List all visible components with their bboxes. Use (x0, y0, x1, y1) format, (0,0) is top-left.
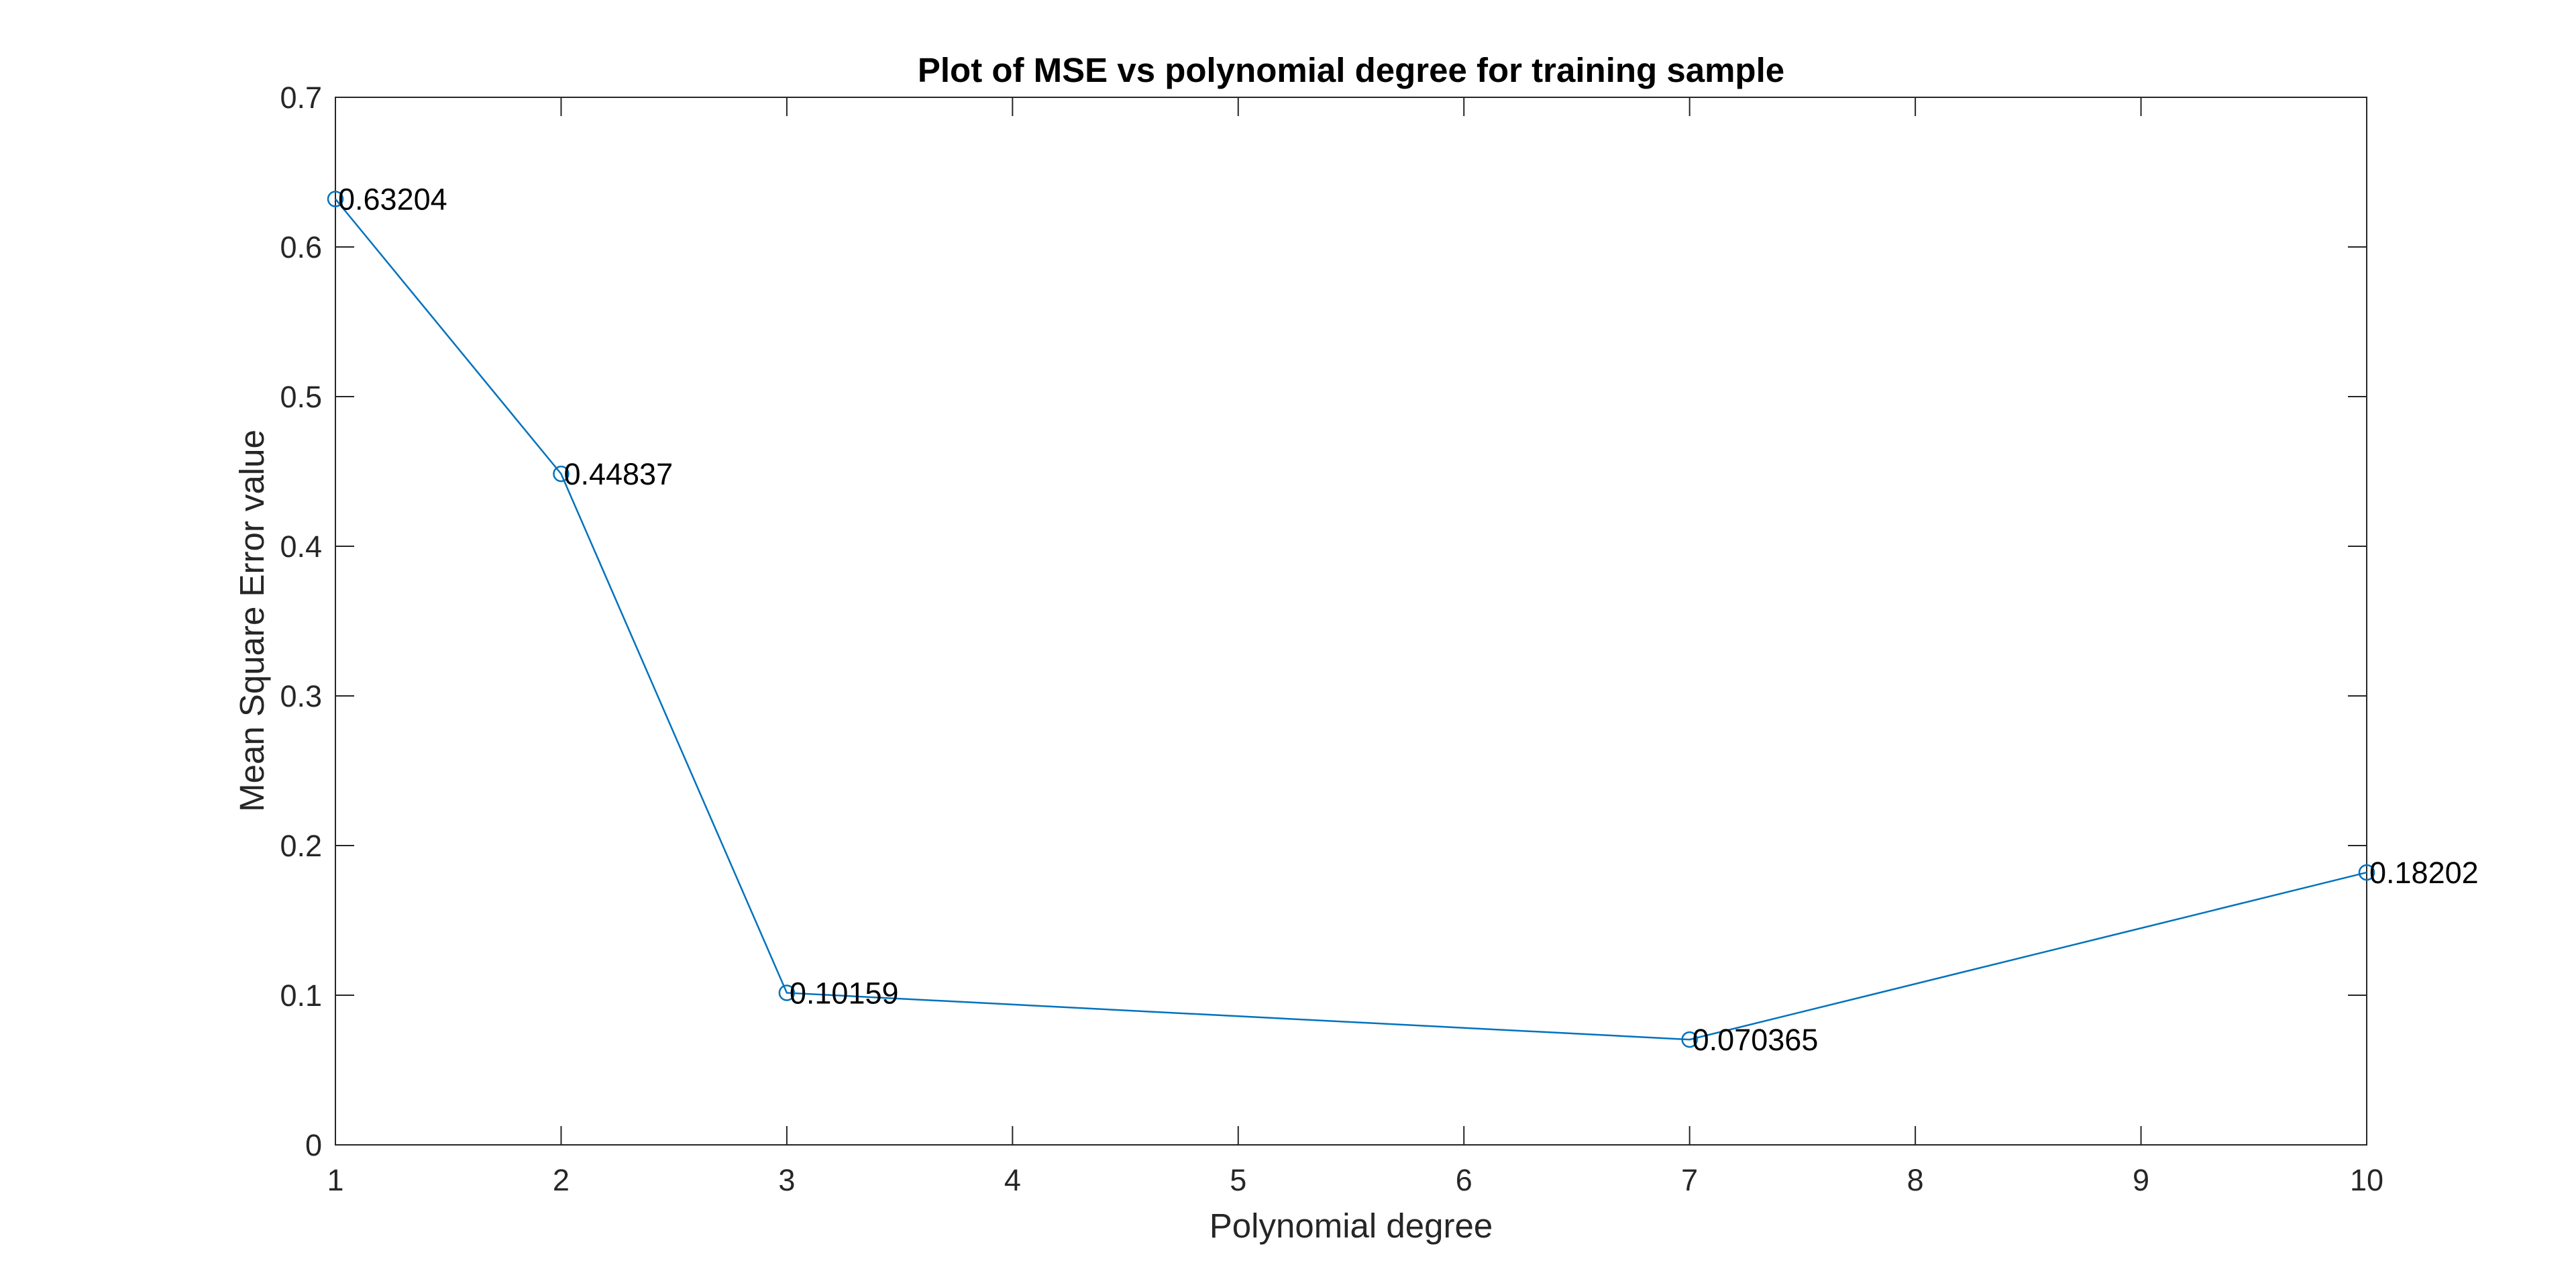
x-tick-label: 4 (1004, 1163, 1021, 1197)
y-tick-label: 0.4 (280, 529, 322, 564)
x-tick-label: 7 (1681, 1163, 1698, 1197)
data-label: 0.18202 (2369, 856, 2479, 890)
y-tick-label: 0.2 (280, 829, 322, 863)
y-axis-label: Mean Square Error value (233, 429, 271, 812)
x-tick-label: 6 (1456, 1163, 1472, 1197)
data-label: 0.44837 (564, 457, 673, 491)
x-tick-label: 5 (1230, 1163, 1246, 1197)
y-tick-label: 0.1 (280, 978, 322, 1013)
x-tick-label: 1 (327, 1163, 343, 1197)
x-axis-label: Polynomial degree (1210, 1207, 1493, 1245)
x-tick-label: 9 (2133, 1163, 2149, 1197)
series-line (335, 198, 2367, 1041)
chart-title: Plot of MSE vs polynomial degree for tra… (918, 51, 1784, 89)
data-point-marker (327, 191, 344, 207)
plot-area-frame (335, 97, 2367, 1146)
axis-ticks (335, 97, 2367, 1146)
data-label: 0.10159 (790, 976, 899, 1010)
data-point-marker (553, 465, 570, 483)
y-tick-label: 0.6 (280, 230, 322, 264)
y-tick-label: 0.3 (280, 679, 322, 713)
y-tick-label: 0.7 (280, 81, 322, 115)
x-tick-label: 8 (1907, 1163, 1924, 1197)
x-tick-label: 2 (553, 1163, 570, 1197)
series-group: 0.63204 0.44837 0.10159 0.070365 0.18202 (327, 183, 2479, 1057)
data-point-marker (1681, 1031, 1698, 1048)
data-point-marker (2358, 864, 2375, 881)
data-label: 0.63204 (338, 183, 447, 217)
axis-tick-labels: 1 2 3 4 5 6 7 8 9 10 0 0.1 0.2 0.3 0.4 0.5 0.6 0.7 (280, 81, 2383, 1197)
data-point-marker (778, 984, 796, 1001)
y-tick-label: 0.5 (280, 380, 322, 414)
data-label: 0.070365 (1693, 1023, 1819, 1057)
x-tick-label: 10 (2350, 1163, 2383, 1197)
x-tick-label: 3 (778, 1163, 795, 1197)
y-tick-label: 0 (305, 1128, 322, 1162)
